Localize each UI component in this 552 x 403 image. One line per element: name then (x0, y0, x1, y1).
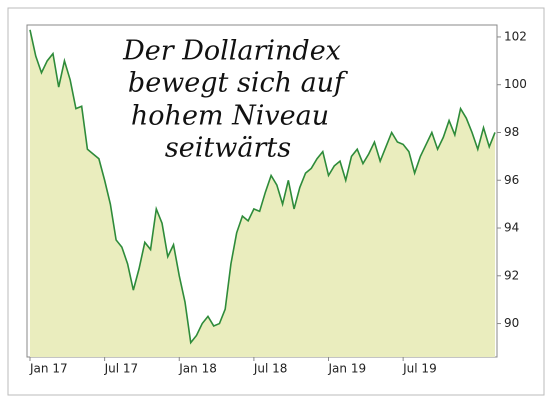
y-tick-label: 102 (504, 29, 527, 43)
y-tick-label: 100 (504, 77, 527, 91)
title-line: bewegt sich auf (128, 68, 348, 99)
y-tick-label: 90 (504, 316, 519, 330)
title-line: seitwärts (165, 133, 291, 164)
x-tick-label: Jul 18 (253, 362, 288, 376)
y-tick-label: 96 (504, 173, 519, 187)
x-tick-label: Jan 19 (328, 362, 367, 376)
title-line: hohem Niveau (131, 101, 329, 132)
y-tick-label: 92 (504, 268, 519, 282)
title-line: Der Dollarindex (122, 36, 341, 67)
y-tick-label: 94 (504, 221, 519, 235)
y-tick-label: 98 (504, 125, 519, 139)
x-tick-label: Jul 17 (104, 362, 139, 376)
frame (7, 7, 545, 396)
x-tick-label: Jul 19 (402, 362, 437, 376)
x-tick-label: Jan 18 (178, 362, 217, 376)
area-fill (30, 29, 495, 357)
x-tick-label: Jan 17 (29, 362, 68, 376)
line (29, 29, 496, 345)
